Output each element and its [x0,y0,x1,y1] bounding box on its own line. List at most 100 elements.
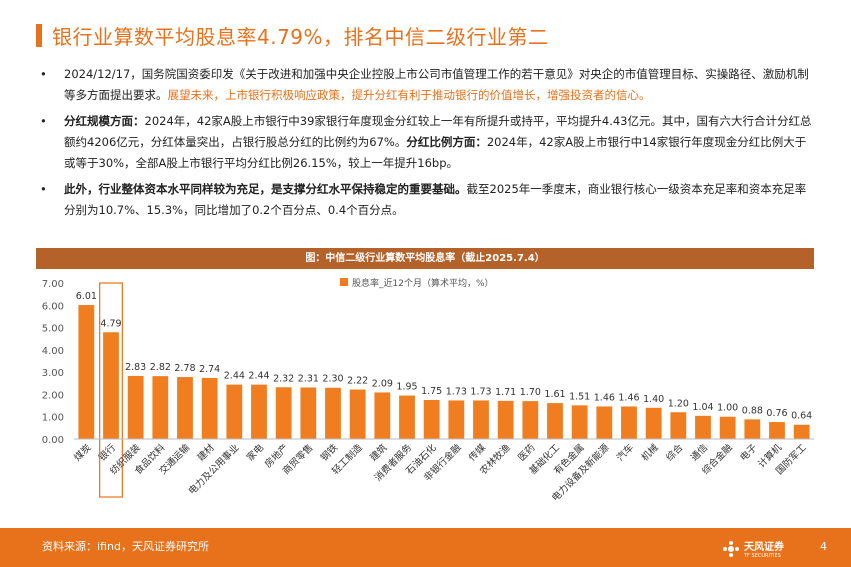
bullet-policy-highlight: 展望未来，上市银行积极响应政策，提升分红有利于推动银行的价值增长，增强投资者的信… [167,88,651,102]
bar [719,416,736,439]
bar [103,332,119,439]
bar [201,377,218,439]
legend-label: 股息率_近12个月（算术平均，%） [352,277,494,289]
bar-value-label: 2.32 [273,373,294,384]
bar [793,424,810,439]
category-label: 汽车 [614,442,636,464]
bar-value-label: 1.51 [569,391,590,402]
brand-logo-icon [723,540,739,557]
y-tick-label: 7.00 [42,279,64,290]
bar-value-label: 1.71 [495,387,516,398]
bar [177,377,193,439]
bar-value-label: 1.73 [470,386,491,397]
category-label: 传媒 [466,441,488,463]
category-label: 建材 [195,441,217,463]
bar [571,405,588,439]
bar [497,400,514,439]
bar [596,406,613,439]
category-label: 通信 [688,442,710,464]
bar-value-label: 2.44 [224,371,245,382]
bullet-capital: 此外，行业整体资本水平同样较为充足，是支撑分红水平保持稳定的重要基础。截至202… [36,179,816,221]
bar-value-label: 1.61 [544,389,565,400]
dividend-yield-bar-chart: 0.00 1.00 2.00 3.00 4.00 5.00 6.00 7.00 股息率_近12个… [42,277,814,504]
bar [423,400,440,439]
bar-value-label: 2.22 [347,376,368,387]
bar-value-label: 1.46 [594,392,615,403]
bar-value-label: 1.04 [692,402,713,413]
bar-value-label: 1.00 [717,403,738,414]
bar [127,375,144,439]
bar [251,384,267,439]
brand-logo: 天风证券 TF SECURITIES [722,538,784,559]
bar [78,305,95,439]
bar-value-label: 0.88 [742,405,763,416]
page-title: 银行业算数平均股息率4.79%，排名中信二级行业第二 [52,25,549,49]
brand-logo-subtext: TF SECURITIES [744,553,781,559]
y-tick-label: 2.00 [42,390,64,401]
bar-value-label: 0.76 [766,408,787,419]
bar-value-label: 2.74 [199,364,220,375]
bar-value-label: 2.83 [125,362,146,373]
bar-value-label: 1.46 [618,392,639,403]
bar-value-label: 1.75 [421,386,442,397]
bar [645,407,662,439]
legend-swatch [340,278,348,286]
bar-value-label: 2.09 [372,378,393,389]
bar-value-label: 2.78 [174,363,195,374]
page-number: 4 [820,540,827,553]
bullet-dividend: 分红规模方面：2024年，42家A股上市银行中39家银行年度现金分红较上一年有所… [36,111,816,174]
brand-logo-text: 天风证券 [744,542,784,553]
bar [522,401,539,439]
bullet-capital-text: 截至2025年一季度末，商业银行核心一级资本充足率和资本充足率分别为10.7%、… [64,182,807,217]
bar-value-label: 0.64 [791,411,812,422]
bullet-capital-bold: 此外，行业整体资本水平同样较为充足，是支撑分红水平保持稳定的重要基础。 [64,182,467,196]
highlight-box [99,282,123,498]
chart-title: 图：中信二级行业算数平均股息率（截止2025.7.4） [36,248,814,269]
category-label: 机械 [639,441,661,463]
y-tick-label: 1.00 [42,413,64,424]
bullet-dividend-text1: 2024年，42家A股上市银行中39家银行年度现金分红较上一年有所提升或持平，平… [64,114,812,149]
category-label: 电子 [738,441,760,463]
bar-value-label: 2.82 [150,362,171,373]
category-label: 建筑 [368,441,390,463]
bar [152,376,169,439]
bar-value-label: 1.95 [396,382,417,393]
bar [547,403,563,439]
title-accent-bar [36,24,42,47]
bar [621,406,637,439]
bullet-policy: 2024/12/17，国务院国资委印发《关于改进和加强中央企业控股上市公司市值管… [36,64,816,106]
bar [325,387,341,439]
category-label: 家电 [244,441,266,463]
bullet-dividend-bold2: 分红比例方面： [406,135,487,149]
bar [349,389,366,439]
category-label: 医药 [516,442,537,463]
bullet-list: 2024/12/17，国务院国资委印发《关于改进和加强中央企业控股上市公司市值管… [36,64,816,226]
bullet-dividend-text2: 2024年，42家A股上市银行中14家银行年度现金分红比例大于或等于30%，全部… [64,135,807,170]
bar [670,412,687,439]
footer-bar [0,528,851,567]
category-label: 煤炭 [72,441,94,463]
bar [300,387,317,439]
bar-value-label: 6.01 [76,291,97,302]
y-tick-label: 6.00 [42,301,64,312]
bar-value-label: 1.70 [520,387,541,398]
bar-value-label: 2.44 [248,371,269,382]
bullet-policy-text: 2024/12/17，国务院国资委印发《关于改进和加强中央企业控股上市公司市值管… [64,67,809,102]
bullet-dividend-bold1: 分红规模方面： [64,114,145,128]
bar-value-label: 1.73 [446,386,467,397]
bar [744,419,761,439]
y-tick-label: 5.00 [42,324,64,335]
bar [448,400,465,439]
y-tick-label: 3.00 [42,368,64,379]
source-note: 资料来源：ifind，天风证券研究所 [42,540,209,553]
bar [473,400,489,439]
bar-value-label: 4.79 [100,318,121,329]
bar [226,384,243,439]
bar-value-label: 1.20 [668,398,689,409]
category-label: 综合 [664,441,686,463]
bar-value-label: 2.30 [322,374,343,385]
bar [769,422,785,439]
y-tick-label: 0.00 [42,435,64,446]
bar-value-label: 1.40 [643,394,664,405]
y-tick-label: 4.00 [42,346,64,357]
